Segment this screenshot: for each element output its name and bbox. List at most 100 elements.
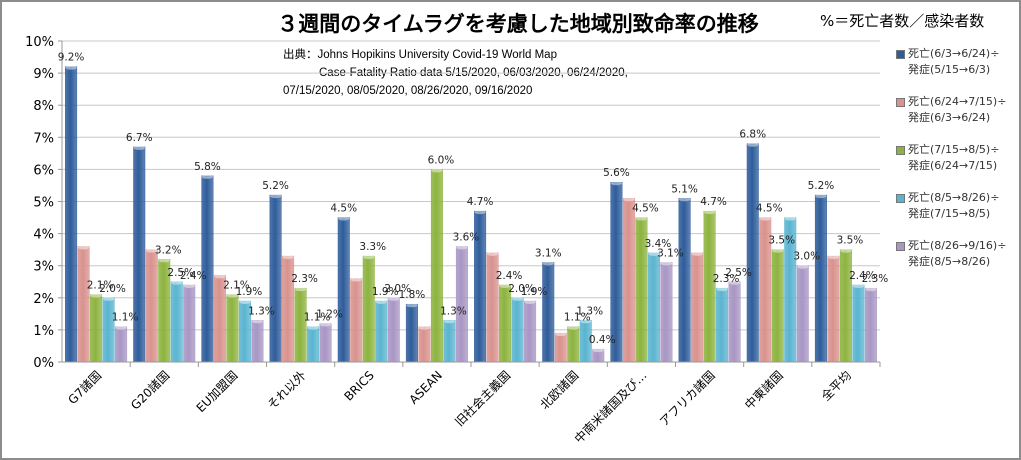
bar [269,194,282,363]
data-label: 2.3% [291,273,318,285]
source-line-3: 07/15/2020, 08/05/2020, 08/26/2020, 09/1… [283,85,533,97]
bar [362,255,375,363]
legend-item: 死亡(7/15→8/5)÷ 発症(6/24→7/15) [893,142,1018,174]
x-tick-label: G7諸国 [65,368,105,408]
x-tick-label: アフリカ諸国 [656,368,718,430]
legend-sublabel: 発症(6/3→6/24) [908,111,991,124]
bar-cap [443,319,456,324]
x-tick-label: 中東諸国 [741,368,786,413]
data-label: 6.7% [126,132,153,144]
data-label: 2.0% [99,283,126,295]
formula-annotation: %＝死亡者数／感染者数 [820,12,985,30]
data-label: 3.1% [535,247,562,259]
bar-cap [784,216,796,221]
bar [375,300,388,363]
legend-swatch [896,50,905,59]
bar-cap [214,274,226,279]
bar [728,281,741,363]
bar-cap [772,248,784,253]
bar-cap [307,325,319,330]
data-label: 4.5% [632,203,659,215]
bar-cap [146,248,158,253]
bar-cap [660,261,673,266]
x-tick-label: 旧社会主義国 [452,368,514,430]
bar-cap [418,325,431,330]
data-label: 1.1% [304,312,331,324]
legend-item: 死亡(8/5→8/26)÷ 発症(7/15→8/5) [893,190,1018,222]
bar-cap [542,261,554,266]
bar-cap [102,296,115,301]
bar-cap [375,300,387,305]
y-tick-label: 8% [33,99,54,114]
bar [622,198,635,363]
data-label: 1.3% [440,305,467,317]
x-tick-label: 全平均 [818,368,854,404]
source-annotation: 出典：Johns Hopikins University Covid-19 Wo… [283,46,628,100]
bar-cap [474,210,486,215]
bar-cap [524,300,536,305]
y-tick-label: 6% [33,163,54,178]
bar [170,281,183,363]
bar [814,194,827,363]
data-label: 3.6% [453,231,480,243]
bar-cap [406,303,418,308]
data-label: 3.2% [155,244,182,256]
bar [455,246,468,363]
data-label: 2.5% [725,267,752,279]
x-tick-label: G20諸国 [127,368,172,413]
data-label: 1.9% [236,286,263,298]
x-tick-label: 中南米諸国及び… [571,368,649,446]
bar [350,278,363,363]
bar-cap [456,245,468,250]
legend-swatch [896,194,905,203]
data-label: 4.7% [700,196,727,208]
bar [387,297,400,363]
bar [102,297,115,363]
bar [405,303,418,363]
bar [567,326,580,363]
bar [660,262,673,363]
data-label: 2.1% [223,280,250,292]
chart-title: ３週間のタイムラグを考慮した地域別致命率の推移 [277,12,759,36]
bar-cap [226,293,239,298]
legend-swatch [896,242,905,251]
bar-cap [486,251,499,256]
data-label: 2.0% [384,283,411,295]
bar-cap [623,197,635,202]
bar [115,326,128,363]
data-label: 6.0% [428,154,455,166]
data-label: 2.4% [180,270,207,282]
bar-cap [840,248,852,253]
bar-cap [703,210,716,215]
bar [418,326,431,363]
bar [796,265,809,363]
bar-cap [363,255,375,260]
bar [771,249,784,363]
data-label: 1.9% [521,286,548,298]
data-label: 2.4% [496,270,523,282]
bar-cap [827,255,840,260]
data-label: 6.8% [739,129,766,141]
bar-cap [555,332,567,337]
bar [542,262,555,363]
bar-cap [282,255,294,260]
bar [852,284,865,363]
data-label: 3.3% [359,241,386,253]
x-tick-label: BRICS [341,368,376,403]
y-tick-label: 1% [33,324,54,339]
y-tick-label: 4% [33,228,54,243]
bar-cap [865,287,877,292]
bar [499,284,512,363]
legend-swatch [896,98,905,107]
bar [511,297,524,363]
bar-cap [815,194,827,199]
bar [430,169,443,363]
x-tick-label: ASEAN [406,368,445,407]
bar-cap [567,325,579,330]
bar [294,287,307,363]
bar-cap [797,264,809,269]
bar [319,323,332,363]
bar-cap [691,251,703,256]
